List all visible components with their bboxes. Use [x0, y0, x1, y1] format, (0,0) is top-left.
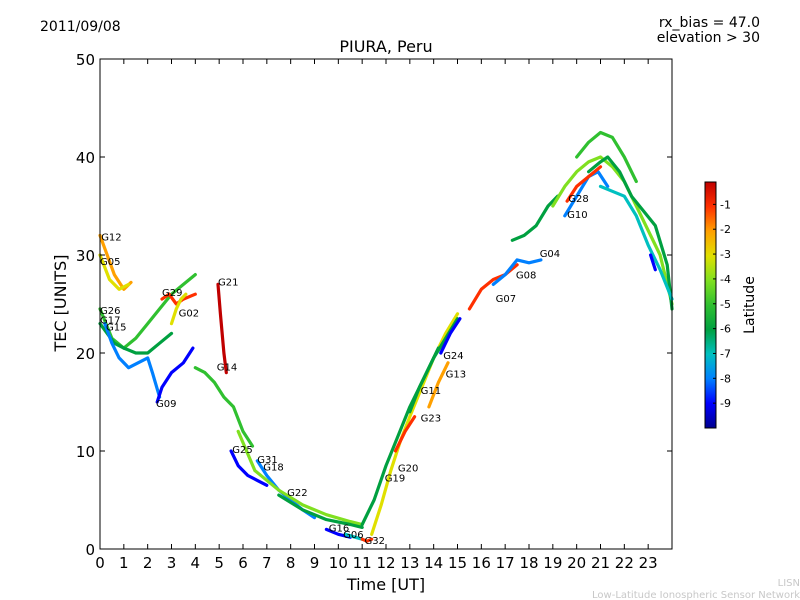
y-tick-label: 50	[76, 51, 95, 69]
colorbar-tick-label: -4	[720, 273, 731, 286]
elevation-label: elevation > 30	[657, 30, 760, 46]
y-tick-label: 40	[76, 149, 95, 167]
x-tick-label: 5	[214, 554, 224, 572]
colorbar-tick-label: -3	[720, 248, 731, 261]
colorbar-tick-label: -8	[720, 372, 731, 385]
axis-ticks: 0 1 2 3 4 5 6 7 8 9 10 11 12 13 14 15 16 17 18 19 20 21 22 2301…	[76, 51, 672, 572]
x-axis-label: Time [UT]	[346, 575, 425, 594]
colorbar-label: Latitude	[742, 276, 758, 334]
chart-title: PIURA, Peru	[339, 37, 432, 56]
rx-bias-label: rx_bias = 47.0	[659, 15, 760, 31]
x-tick-label: 4	[191, 554, 201, 572]
track-g09	[157, 348, 193, 402]
footer-network: Low-Latitude Ionospheric Sensor Network	[592, 590, 800, 600]
x-tick-label: 0	[95, 554, 105, 572]
track-g11	[410, 348, 439, 412]
x-tick-label: 8	[286, 554, 296, 572]
colorbar-tick-label: -1	[720, 198, 731, 211]
track-label-g14: G14	[217, 363, 237, 374]
track-trk-c	[589, 157, 672, 309]
track-label-g12: G12	[101, 232, 121, 243]
colorbar-tick-label: -9	[720, 397, 731, 410]
x-tick-label: 17	[496, 554, 515, 572]
colorbar-tick-label: -2	[720, 223, 731, 236]
track-label-g06: G06	[343, 530, 363, 541]
x-tick-label: 20	[567, 554, 586, 572]
track-g18	[238, 431, 362, 524]
track-label-g18: G18	[263, 463, 283, 474]
track-label-g08: G08	[516, 271, 536, 282]
x-tick-label: 1	[119, 554, 129, 572]
x-tick-label: 23	[639, 554, 658, 572]
x-tick-label: 15	[448, 554, 467, 572]
track-trk-a	[553, 157, 672, 304]
track-g14	[195, 368, 252, 446]
track-label-g29: G29	[162, 288, 182, 299]
track-label-g28: G28	[568, 194, 588, 205]
x-tick-label: 9	[310, 554, 320, 572]
footer-lisn: LISN	[778, 578, 800, 589]
x-tick-label: 19	[543, 554, 562, 572]
track-label-g02: G02	[179, 309, 199, 320]
x-tick-label: 21	[591, 554, 610, 572]
track-label-g32: G32	[365, 536, 385, 547]
date-label: 2011/09/08	[40, 19, 121, 35]
track-g04	[512, 196, 557, 240]
colorbar-tick-label: -7	[720, 347, 731, 360]
track-g21	[218, 284, 226, 372]
x-tick-label: 22	[615, 554, 634, 572]
x-tick-label: 11	[353, 554, 372, 572]
track-label-g11: G11	[421, 386, 441, 397]
track-label-g24: G24	[443, 351, 463, 362]
track-label-g05: G05	[100, 257, 120, 268]
x-tick-label: 16	[472, 554, 491, 572]
track-label-g19: G19	[385, 473, 405, 484]
y-tick-label: 0	[85, 541, 95, 559]
y-axis-label: TEC [UNITS]	[51, 255, 70, 353]
track-label-g22: G22	[287, 488, 307, 499]
x-tick-label: 18	[519, 554, 538, 572]
track-label-g23: G23	[421, 414, 441, 425]
y-tick-label: 10	[76, 443, 95, 461]
track-label-g25: G25	[232, 445, 252, 456]
track-label-g09: G09	[156, 399, 176, 410]
x-tick-label: 10	[329, 554, 348, 572]
colorbar-tick-label: -6	[720, 323, 731, 336]
y-tick-label: 30	[76, 247, 95, 265]
x-tick-label: 12	[376, 554, 395, 572]
track-label-g10: G10	[567, 210, 587, 221]
track-label-g04: G04	[540, 249, 560, 260]
x-tick-label: 13	[400, 554, 419, 572]
y-tick-label: 20	[76, 345, 95, 363]
track-label-g15: G15	[106, 323, 126, 334]
x-tick-label: 6	[238, 554, 248, 572]
colorbar	[705, 182, 716, 428]
x-tick-label: 2	[143, 554, 153, 572]
colorbar-tick-label: -5	[720, 298, 731, 311]
x-tick-label: 14	[424, 554, 443, 572]
track-g15	[105, 324, 160, 398]
track-label-g13: G13	[446, 370, 466, 381]
track-label-g21: G21	[218, 277, 238, 288]
track-label-g07: G07	[496, 294, 516, 305]
x-tick-label: 3	[167, 554, 177, 572]
x-tick-label: 7	[262, 554, 272, 572]
track-label-g20: G20	[398, 464, 418, 475]
